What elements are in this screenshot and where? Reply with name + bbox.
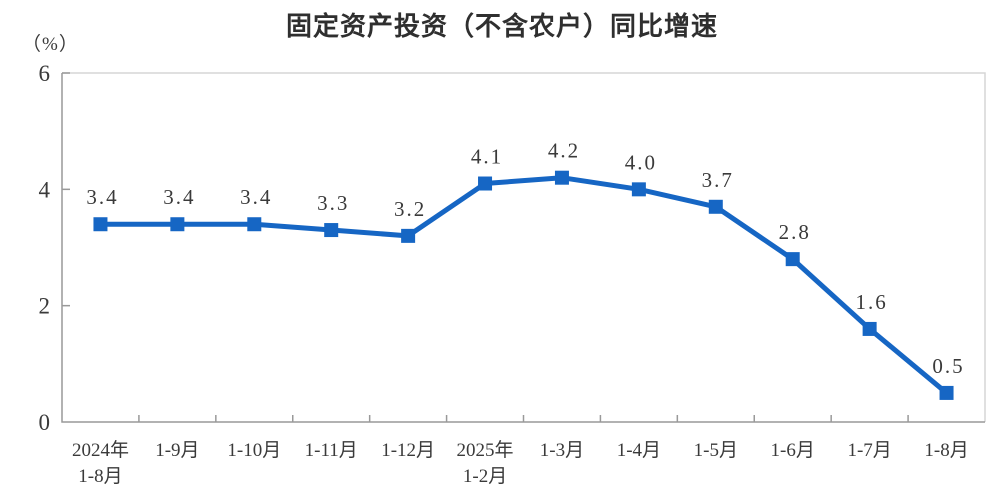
data-point-marker [631,182,646,197]
data-point-label: 0.5 [932,354,964,378]
data-point-marker [939,385,954,400]
x-tick-label: 1-6月 [771,440,815,461]
data-point-label: 2.8 [779,220,811,244]
x-tick-label: 1-7月 [847,440,891,461]
data-point-label: 3.4 [86,185,118,209]
x-tick-label: 1-9月 [155,440,199,461]
plot-border [62,72,986,422]
x-tick-label: 1-10月 [227,440,281,461]
x-tick-label: 2024年 1-8月 [72,439,129,487]
data-point-marker [170,217,185,232]
data-point-marker [247,217,262,232]
y-tick-label: 0 [39,410,51,435]
x-tick-label: 2025年 1-2月 [457,439,514,487]
chart-title: 固定资产投资（不含农户）同比增速 [285,11,718,41]
x-tick-label: 1-12月 [381,440,435,461]
y-tick-label: 2 [39,294,51,319]
x-tick-label: 1-4月 [617,440,661,461]
data-point-marker [785,252,800,267]
data-point-marker [401,228,416,243]
data-point-label: 3.7 [702,168,734,192]
data-point-label: 4.0 [625,150,657,174]
data-point-marker [324,223,339,238]
data-point-label: 4.2 [548,139,580,163]
y-tick-label: 4 [39,177,51,202]
data-point-label: 3.4 [163,185,195,209]
data-point-label: 3.2 [394,197,426,221]
data-point-label: 1.6 [856,290,888,314]
axis-line [61,73,985,423]
x-tick-label: 1-5月 [694,440,738,461]
data-point-marker [93,217,108,232]
data-point-marker [478,176,493,191]
data-point-marker [862,321,877,336]
data-point-marker [554,170,569,185]
y-tick-label: 6 [39,61,51,86]
data-point-label: 3.4 [240,185,272,209]
data-point-marker [708,199,723,214]
x-tick-label: 1-11月 [305,440,358,461]
x-tick-label: 1-8月 [924,440,968,461]
data-point-label: 4.1 [471,145,503,169]
data-line [100,175,949,395]
y-axis-unit-label: （%） [22,34,79,55]
data-point-label: 3.3 [317,191,349,215]
x-tick-label: 1-3月 [540,440,584,461]
